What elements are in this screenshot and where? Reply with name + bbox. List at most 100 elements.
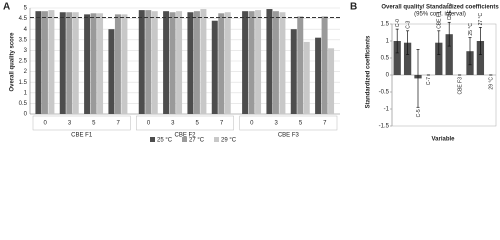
y-tick-label: 3 [24, 48, 28, 54]
bar [297, 16, 304, 115]
legend-swatch [182, 137, 187, 142]
bar [90, 13, 97, 114]
bar-label: CBE F1 [437, 11, 443, 29]
x-tick-label: 7 [323, 121, 327, 127]
bar [393, 41, 401, 75]
bar [84, 14, 91, 114]
y-tick-label: 0 [386, 73, 390, 79]
x-tick-label: 3 [68, 121, 72, 127]
y-tick-label: 1.5 [19, 80, 28, 86]
y-tick-label: 4 [24, 27, 28, 33]
bar [66, 12, 73, 115]
group-label: CBE F1 [71, 133, 93, 139]
bar [248, 11, 255, 114]
y-tick-label: -0.5 [379, 90, 390, 96]
y-tick-label: 1.5 [381, 22, 390, 28]
bar [145, 10, 152, 114]
bar [72, 12, 79, 115]
bar [193, 11, 200, 114]
y-tick-label: 1 [386, 39, 390, 45]
bar-label: C-0 [395, 19, 401, 27]
bar-label: C-7 [426, 77, 432, 85]
bar-label: C-3 [405, 21, 411, 29]
y-tick-label: -1 [384, 107, 390, 113]
y-tick-label: 2 [24, 69, 28, 75]
group-box [239, 115, 338, 131]
bar [169, 12, 176, 115]
y-axis-label: Standardized coefficients [366, 35, 372, 108]
y-tick-label: 2.5 [19, 59, 28, 65]
bar-label: C-5 [416, 109, 422, 117]
y-tick-label: 5 [24, 6, 28, 12]
bar [151, 11, 158, 114]
bar [114, 14, 121, 114]
bar [48, 10, 55, 114]
group-box [32, 115, 131, 131]
legend-swatch [150, 137, 155, 142]
legend-label: 25 °C [157, 138, 173, 144]
bar [445, 34, 453, 75]
legend-label: 27 °C [189, 138, 205, 144]
chart-title: Overall quality/ Standardized coefficien… [381, 5, 499, 11]
x-axis-label: Variable [431, 137, 455, 143]
bar-label: 29 °C [489, 77, 495, 90]
y-axis-label: Overall quality score [10, 32, 16, 92]
y-tick-label: 0 [24, 112, 28, 118]
x-tick-label: 5 [92, 121, 96, 127]
bar [218, 13, 225, 114]
x-tick-label: 3 [274, 121, 278, 127]
legend-swatch [214, 137, 219, 142]
panel-label: B [350, 2, 357, 13]
group-label: CBE F2 [174, 133, 196, 139]
x-tick-label: 0 [147, 121, 151, 127]
figure: A Overall quality score B Overall qualit… [3, 2, 499, 144]
legend-label: 29 °C [221, 138, 237, 144]
bar [224, 12, 231, 115]
group-label: CBE F3 [278, 133, 300, 139]
page: A Overall quality score B Overall qualit… [3, 1, 500, 144]
bar [272, 11, 279, 114]
bar [303, 41, 310, 114]
bar [211, 20, 218, 114]
group-box [136, 115, 234, 131]
panel-label: A [3, 2, 10, 13]
bar [138, 10, 145, 114]
bar [242, 11, 249, 114]
y-tick-label: 1 [24, 90, 28, 96]
bar [35, 11, 42, 114]
bar-label: 25 °C [468, 23, 474, 36]
x-tick-label: 5 [299, 121, 303, 127]
bar [290, 29, 297, 115]
bar [476, 41, 485, 75]
y-tick-label: 4.5 [19, 16, 28, 22]
y-tick-label: 3.5 [19, 37, 28, 43]
x-tick-label: 0 [43, 121, 47, 127]
x-tick-label: 7 [220, 121, 224, 127]
bar [187, 12, 194, 115]
bar [97, 13, 104, 114]
bar [59, 12, 66, 115]
bar [328, 48, 335, 114]
bar [403, 42, 412, 75]
bar [163, 11, 170, 114]
bar-label: 27 °C [478, 12, 484, 25]
bar [255, 10, 262, 114]
bar [279, 12, 286, 115]
y-tick-label: -1.5 [379, 124, 390, 130]
bar [200, 9, 207, 115]
y-tick-label: 0.5 [19, 101, 28, 107]
x-tick-label: 7 [116, 121, 120, 127]
x-tick-label: 5 [195, 121, 199, 127]
bar-label: CBE F2 [447, 3, 453, 21]
y-tick-label: 0.5 [381, 56, 390, 62]
bar [108, 29, 115, 115]
bar-label: CBE F3 [457, 77, 463, 95]
x-tick-label: 0 [250, 121, 254, 127]
bar [266, 9, 273, 115]
bar [41, 11, 48, 114]
bar [121, 14, 128, 114]
x-tick-label: 3 [171, 121, 175, 127]
bar [315, 37, 322, 114]
bar [321, 16, 328, 115]
bar [435, 42, 443, 75]
